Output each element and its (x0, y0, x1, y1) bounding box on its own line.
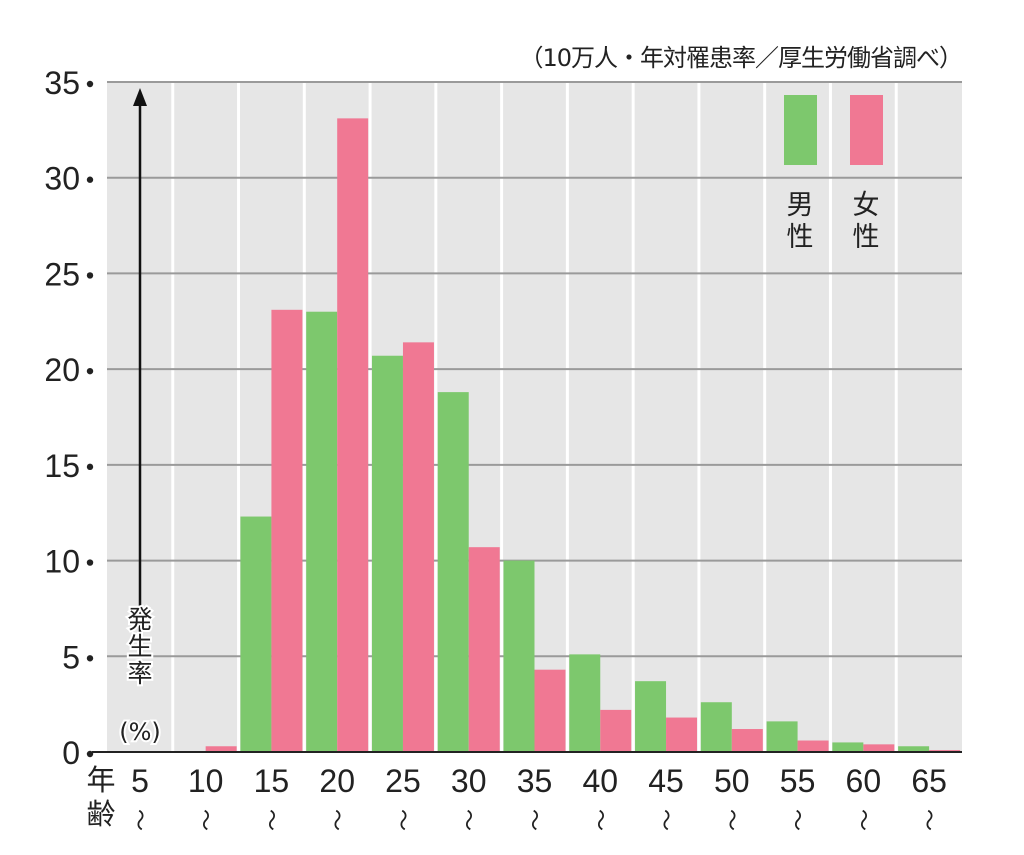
x-tick-range-mark: 〜 (455, 809, 480, 831)
y-tick-label: 15 (44, 448, 80, 484)
x-tick-range-mark: 〜 (323, 809, 348, 831)
bar-female (205, 746, 237, 752)
bar-female (600, 709, 632, 752)
bar-female (468, 547, 500, 752)
x-tick-range-mark: 〜 (126, 809, 151, 831)
x-tick-range-mark: 〜 (257, 809, 282, 831)
x-tick-range-mark: 〜 (849, 809, 874, 831)
y-tick-label: 25 (44, 256, 80, 292)
x-axis-label: 齢 (86, 797, 115, 831)
y-tick-dot (86, 463, 94, 471)
bar-male (700, 702, 732, 752)
y-tick-dot (86, 367, 94, 375)
legend-swatch-female (850, 95, 883, 165)
y-tick-dot (86, 80, 94, 88)
bar-female (337, 118, 369, 752)
x-tick-label: 60 (846, 763, 882, 799)
x-tick-label: 50 (714, 763, 750, 799)
x-tick-range-mark: 〜 (586, 809, 611, 831)
y-axis-arrow-head (133, 88, 147, 106)
y-tick-label: 5 (62, 639, 80, 675)
bar-male (898, 746, 930, 752)
legend-label-female: 性 (853, 222, 880, 253)
y-tick-dot (86, 750, 94, 758)
x-tick-range-mark: 〜 (389, 809, 414, 831)
bar-male (766, 721, 798, 752)
y-tick-label: 35 (44, 65, 80, 101)
x-tick-range-mark: 〜 (652, 809, 677, 831)
bar-male (503, 560, 535, 752)
bar-female (666, 717, 698, 752)
y-axis-label: 生 (127, 632, 152, 661)
x-tick-label: 30 (451, 763, 487, 799)
bar-male (635, 681, 667, 752)
bar-male (240, 516, 272, 752)
y-tick-label: 10 (44, 544, 80, 580)
legend-swatch-male (784, 95, 817, 165)
y-tick-label: 30 (44, 161, 80, 197)
x-tick-range-mark: 〜 (915, 809, 940, 831)
x-tick-label: 40 (582, 763, 618, 799)
x-tick-range-mark: 〜 (784, 809, 809, 831)
bar-male (437, 392, 469, 752)
legend-label-male: 男 (787, 190, 814, 221)
x-tick-label: 35 (517, 763, 553, 799)
y-tick-dot (86, 272, 94, 279)
bar-female (797, 740, 829, 752)
bar-female (271, 309, 303, 752)
bar-female (402, 342, 434, 752)
x-tick-label: 55 (780, 763, 816, 799)
y-tick-label: 20 (44, 352, 80, 388)
legend-label-female: 女 (853, 190, 880, 221)
bar-female (534, 669, 566, 752)
y-tick-dot (86, 655, 94, 662)
x-tick-label: 20 (319, 763, 355, 799)
bar-female (863, 744, 895, 752)
x-tick-range-mark: 〜 (718, 809, 743, 831)
source-note: （10万人・年対罹患率／厚生労働省調べ） (519, 44, 963, 72)
bar-male (832, 742, 864, 752)
x-tick-label: 25 (385, 763, 421, 799)
x-tick-range-mark: 〜 (192, 809, 217, 831)
y-tick-label: 0 (62, 735, 80, 771)
bar-male (569, 654, 601, 752)
legend-label-male: 性 (787, 222, 814, 253)
y-tick-dot (86, 559, 94, 566)
bar-male (371, 355, 403, 752)
x-tick-range-mark: 〜 (521, 809, 546, 831)
x-axis-label: 年 (86, 763, 115, 797)
y-tick-dot (86, 176, 94, 183)
x-tick-label: 45 (648, 763, 684, 799)
x-tick-label: 65 (911, 763, 947, 799)
x-tick-label: 10 (188, 763, 224, 799)
y-axis-label: 発 (127, 605, 152, 634)
bar-female (731, 729, 763, 752)
y-axis-label-unit: (%) (119, 718, 161, 746)
x-tick-label: 15 (254, 763, 290, 799)
y-axis-label: 率 (127, 659, 152, 688)
bar-male (306, 311, 338, 752)
x-tick-label: 5 (131, 763, 149, 799)
